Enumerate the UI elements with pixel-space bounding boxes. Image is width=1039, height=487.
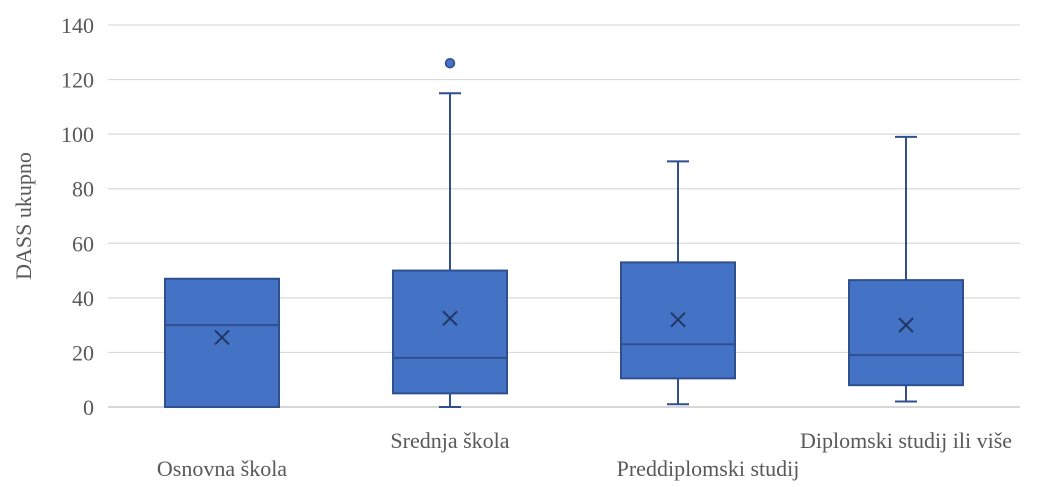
box-group	[620, 160, 736, 406]
y-tick-label: 0	[83, 395, 94, 420]
category-label: Osnovna škola	[157, 456, 287, 481]
category-labels: Osnovna škola Srednja škola Preddiplomski …	[157, 428, 1012, 481]
category-label: Diplomski studij ili više	[800, 428, 1012, 453]
y-tick-label: 140	[61, 13, 94, 38]
box-group	[392, 57, 508, 408]
mean-marker	[898, 317, 914, 333]
category-label: Srednja škola	[390, 428, 509, 453]
mean-marker	[670, 311, 686, 328]
y-axis-title: DASS ukupno	[11, 152, 36, 280]
boxes	[164, 57, 964, 408]
category-label: Preddiplomski studij	[617, 456, 800, 481]
box-group	[164, 277, 280, 408]
y-tick-label: 120	[61, 68, 94, 93]
y-tick-label: 40	[72, 286, 94, 311]
box-iqr	[164, 277, 280, 408]
y-tick-label: 100	[61, 122, 94, 147]
outlier-point	[444, 57, 456, 69]
mean-marker	[214, 329, 230, 346]
box-group	[848, 135, 964, 403]
box-iqr	[848, 279, 964, 387]
y-tick-label: 60	[72, 231, 94, 256]
mean-marker	[442, 310, 458, 327]
box-iqr	[392, 269, 508, 395]
y-axis-ticks: 0 20 40 60 80 100 120 140	[61, 13, 94, 420]
y-tick-label: 20	[72, 340, 94, 365]
y-tick-label: 80	[72, 177, 94, 202]
